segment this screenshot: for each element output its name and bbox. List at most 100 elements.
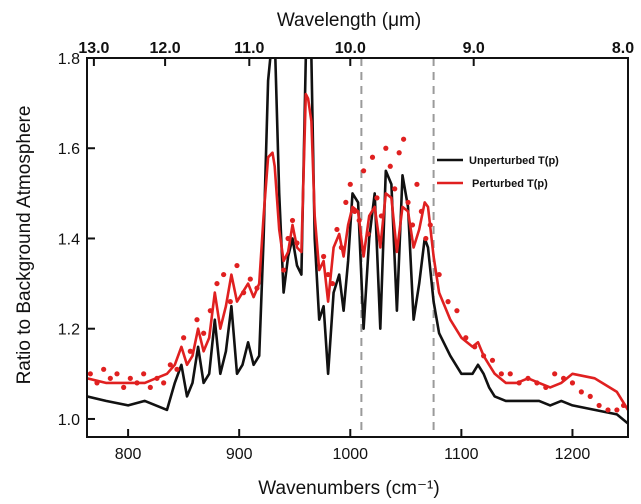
scatter-point — [454, 308, 460, 314]
scatter-point — [207, 308, 213, 314]
scatter-point — [525, 375, 531, 381]
scatter-point — [436, 271, 442, 278]
scatter-point — [101, 366, 107, 372]
y-axis-title: Ratio to Background Atmosphere — [14, 106, 35, 385]
scatter-point — [334, 226, 340, 233]
scatter-point — [418, 208, 424, 215]
scatter-point — [294, 240, 300, 246]
scatter-point — [409, 222, 416, 228]
x-tick-label: 800 — [115, 446, 142, 463]
scatter-point — [325, 271, 331, 278]
scatter-point — [338, 244, 344, 251]
scatter-point — [401, 136, 407, 142]
scatter-point — [614, 407, 620, 413]
scatter-point — [392, 186, 398, 192]
scatter-point — [247, 276, 253, 282]
scatter-point — [489, 357, 496, 363]
scatter-point — [498, 371, 504, 377]
x-tick-label: 900 — [226, 446, 253, 463]
scatter-point — [94, 380, 100, 386]
legend-label: Unperturbed T(p) — [469, 155, 559, 167]
scatter-point — [516, 380, 522, 386]
y-tick-label: 1.4 — [58, 231, 80, 248]
scatter-point — [560, 375, 567, 381]
legend-label: Perturbed T(p) — [472, 178, 548, 190]
y-tick-label: 1.0 — [58, 412, 80, 429]
scatter-point — [445, 299, 451, 305]
scatter-point — [369, 154, 376, 160]
series-line-0 — [87, 58, 628, 425]
scatter-point — [569, 380, 576, 386]
scatter-point — [472, 344, 478, 350]
scatter-point — [329, 280, 336, 287]
axis-ticks: 800 900 1000 1100 1200 1.0 1.2 1.4 1.6 1.813.0 12.… — [58, 40, 634, 463]
scatter-point — [361, 168, 367, 174]
scatter-point — [347, 181, 353, 187]
scatter-point — [127, 375, 133, 381]
scatter-point — [134, 380, 140, 386]
scatter-point — [352, 208, 358, 215]
scatter-point — [141, 371, 147, 377]
scatter-point — [365, 231, 371, 237]
top-tick-label: 13.0 — [78, 40, 109, 57]
scatter-point — [423, 235, 429, 242]
scatter-point — [396, 150, 402, 156]
scatter-point — [356, 217, 362, 224]
scatter-point — [285, 235, 291, 242]
scatter-point — [543, 384, 549, 390]
scatter-point — [387, 163, 393, 169]
bottom-axis-title: Wavenumbers (cm⁻¹) — [258, 478, 439, 499]
scatter-point — [147, 384, 153, 390]
scatter-point — [221, 271, 227, 278]
scatter-point — [620, 402, 627, 409]
scatter-point — [343, 199, 349, 205]
series-line-1 — [87, 92, 628, 411]
scatter-point — [114, 371, 120, 377]
scatter-point — [378, 213, 384, 219]
scatter-point — [605, 407, 611, 413]
scatter-point — [214, 280, 220, 287]
scatter-point — [534, 380, 540, 386]
scatter-point — [121, 384, 127, 390]
scatter-point — [374, 195, 380, 201]
scatter-point — [167, 362, 173, 368]
top-tick-label: 8.0 — [612, 40, 634, 57]
scatter-point — [107, 375, 113, 381]
scatter-point — [227, 299, 233, 305]
scatter-point — [161, 380, 167, 386]
plot-frame — [86, 57, 629, 438]
scatter-point — [194, 317, 200, 323]
scatter-point — [552, 371, 558, 377]
legend: Unperturbed T(p) Perturbed T(p) — [437, 155, 559, 190]
scatter-point — [427, 222, 433, 228]
scatter-point — [281, 267, 287, 273]
scatter-point — [234, 262, 240, 269]
scatter-point — [383, 145, 389, 151]
top-axis-title: Wavelength (μm) — [277, 10, 421, 31]
scatter-point — [414, 181, 420, 187]
scatter-point — [241, 290, 247, 296]
top-tick-label: 12.0 — [150, 40, 181, 57]
x-tick-label: 1100 — [444, 446, 479, 463]
scatter-point — [405, 199, 411, 205]
scatter-point — [596, 402, 602, 409]
scatter-point — [321, 253, 327, 260]
top-tick-label: 10.0 — [335, 40, 366, 57]
x-tick-label: 1000 — [332, 446, 368, 463]
y-tick-label: 1.2 — [58, 322, 80, 339]
scatter-point — [507, 371, 513, 377]
x-tick-label: 1200 — [555, 446, 591, 463]
scatter-point — [154, 375, 160, 381]
scatter-point — [289, 217, 296, 224]
y-tick-label: 1.6 — [58, 141, 80, 158]
scatter-point — [201, 330, 207, 336]
scatter-point — [480, 353, 487, 359]
top-tick-label: 9.0 — [463, 40, 485, 57]
scatter-point — [254, 285, 260, 291]
scatter-point — [174, 366, 180, 372]
scatter-point — [587, 393, 593, 399]
y-tick-label: 1.8 — [58, 51, 80, 68]
scatter-point — [181, 335, 187, 341]
plot-area — [87, 58, 628, 425]
